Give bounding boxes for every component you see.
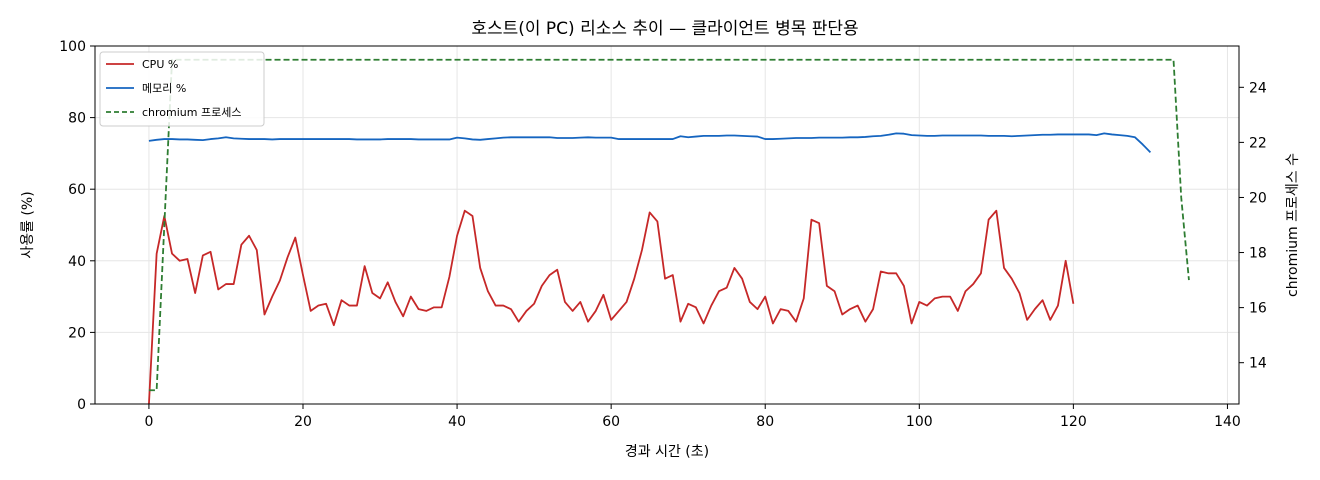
y2-axis-title: chromium 프로세스 수	[1285, 153, 1301, 297]
axes: 0 20 40 60 80 100 120 140 0 20 40 60 80 100 14 16 18 20 22…	[59, 39, 1267, 430]
y-tick-label: 100	[59, 39, 86, 55]
legend-label-chromium: chromium 프로세스	[142, 106, 241, 119]
x-axis-title: 경과 시간 (초)	[625, 444, 709, 460]
grid	[95, 46, 1239, 404]
chart-title: 호스트(이 PC) 리소스 추이 — 클라이언트 병목 판단용	[471, 19, 858, 39]
y-axis-title: 사용률 (%)	[20, 191, 36, 258]
series-cpu-line	[148, 209, 1075, 405]
y-tick-label: 20	[68, 325, 86, 341]
y2-tick-label: 16	[1249, 301, 1267, 317]
series-layer	[148, 58, 1190, 405]
x-tick-label: 60	[602, 414, 620, 430]
plot-frame	[94, 45, 1240, 405]
y-tick-label: 80	[68, 111, 86, 127]
y2-tick-label: 24	[1249, 80, 1267, 96]
y-tick-label: 40	[68, 254, 86, 270]
x-tick-label: 40	[448, 414, 466, 430]
x-tick-label: 120	[1060, 414, 1087, 430]
y2-tick-label: 18	[1249, 246, 1267, 262]
legend-box	[99, 51, 265, 127]
x-tick-label: 20	[294, 414, 312, 430]
y2-tick-label: 22	[1249, 135, 1267, 151]
y2-tick-label: 20	[1249, 190, 1267, 206]
legend-label-memory: 메모리 %	[142, 82, 186, 95]
y-tick-label: 0	[77, 397, 86, 413]
y-tick-label: 60	[68, 182, 86, 198]
series-memory-line	[148, 132, 1152, 153]
x-tick-label: 80	[756, 414, 774, 430]
legend-label-cpu: CPU %	[142, 58, 178, 71]
y2-tick-label: 14	[1249, 356, 1267, 372]
x-tick-label: 0	[144, 414, 153, 430]
series-chromium-line	[148, 58, 1190, 392]
legend: CPU % 메모리 % chromium 프로세스	[99, 51, 265, 127]
x-tick-label: 140	[1214, 414, 1241, 430]
x-tick-label: 100	[906, 414, 933, 430]
